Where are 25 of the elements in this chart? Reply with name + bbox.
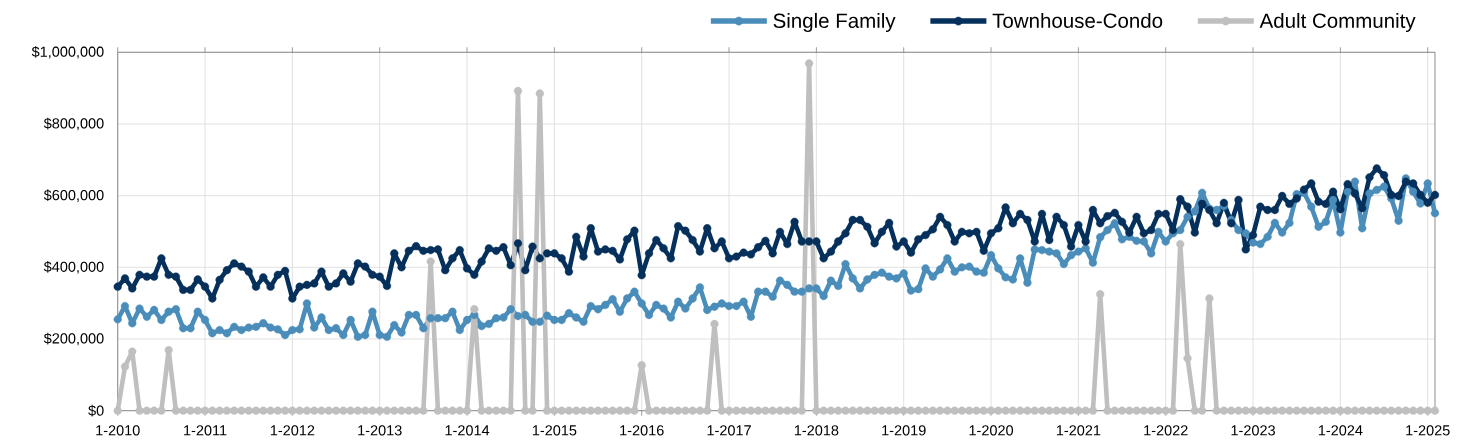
x-tick-label: 1-2021 [1056,425,1101,436]
x-tick-label: 1-2020 [969,425,1014,436]
x-tick-label: 1-2025 [1406,425,1450,436]
legend-label: Single Family [773,12,896,33]
legend-label: Townhouse-Condo [992,12,1163,28]
legend-label: Adult Community [1259,12,1416,33]
x-tick-label: 1-2011 [184,425,227,436]
y-tick-label: $200,000 [43,332,104,346]
y-tick-label: $800,000 [43,117,104,131]
x-tick-label: 1-2012 [270,425,315,436]
y-tick-label: $1,000,000 [31,45,104,59]
x-tick-label: 1-2023 [1231,425,1275,436]
x-tick-label: 1-2018 [794,425,839,436]
x-tick-label: 1-2010 [96,425,140,436]
x-tick-label: 1-2016 [620,425,664,436]
y-tick-label: $400,000 [43,261,104,274]
x-tick-label: 1-2022 [1144,425,1188,436]
x-tick-label: 1-2015 [532,425,577,436]
x-tick-label: 1-2019 [882,425,926,436]
y-tick-label: $0 [88,404,104,417]
y-tick-label: $600,000 [43,189,104,202]
x-tick-label: 1-2017 [707,425,751,436]
x-tick-label: 1-2024 [1318,425,1363,436]
x-tick-label: 1-2013 [358,425,402,436]
x-tick-label: 1-2014 [445,425,490,436]
